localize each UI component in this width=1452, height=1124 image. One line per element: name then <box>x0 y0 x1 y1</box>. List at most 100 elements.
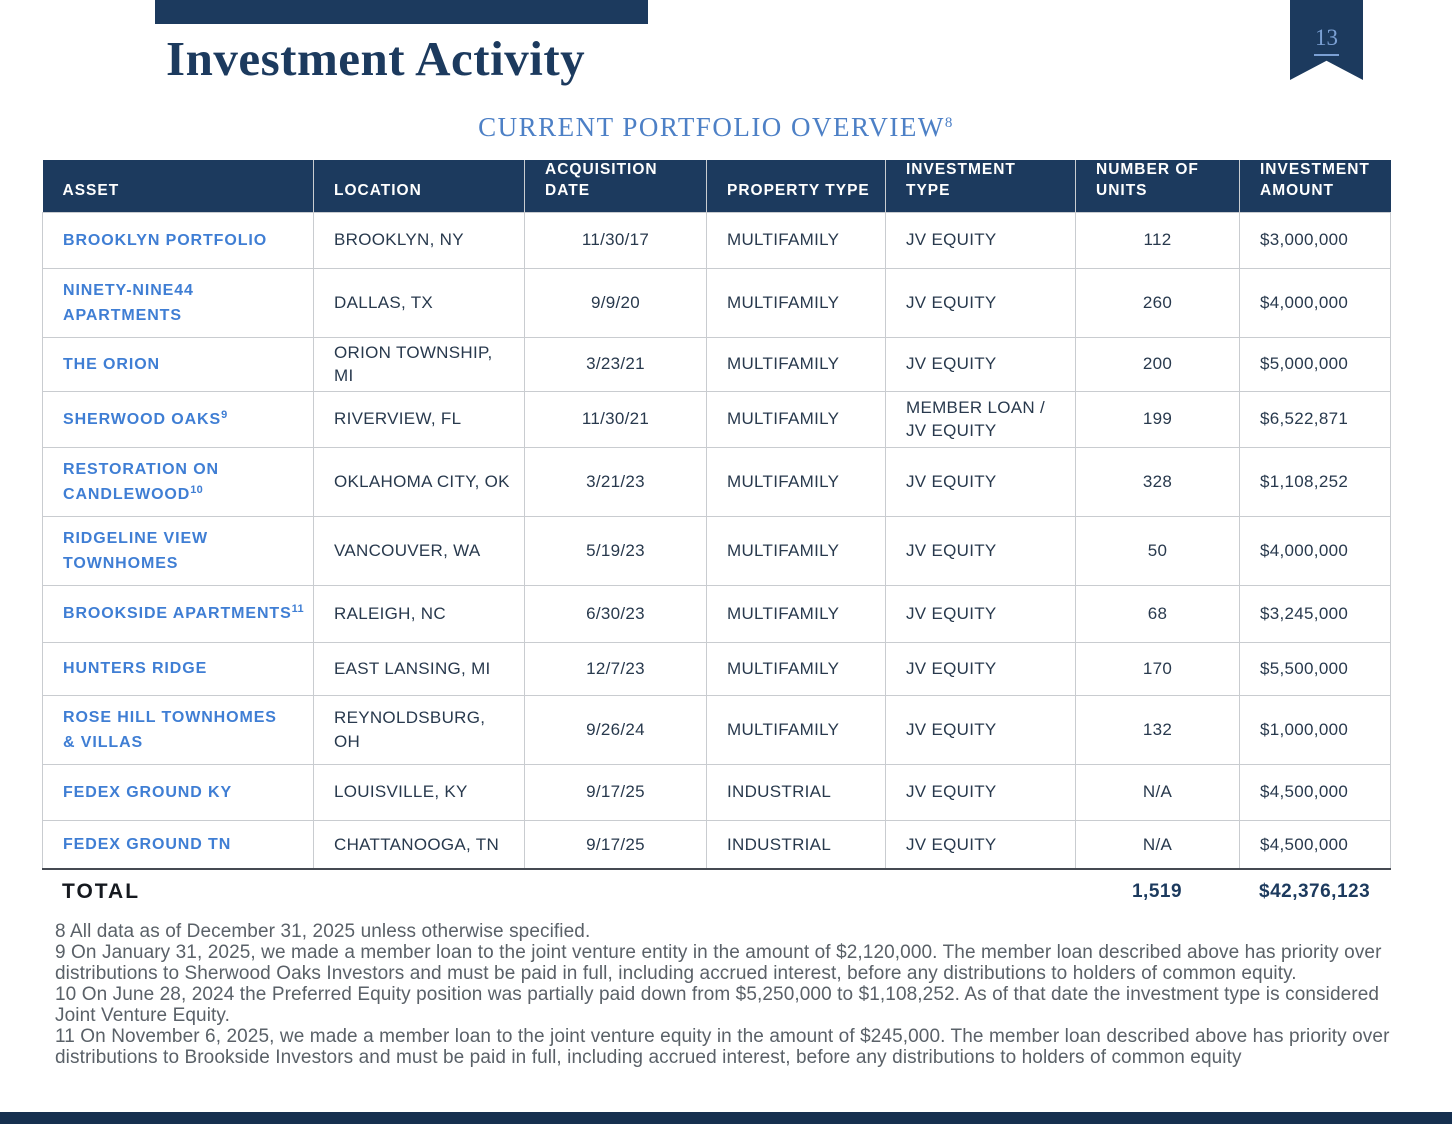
location-cell: EAST LANSING, MI <box>313 641 525 696</box>
investment-type-cell: JV EQUITY <box>885 211 1076 269</box>
total-label: TOTAL <box>62 880 141 903</box>
amount-cell: $1,108,252 <box>1239 446 1391 517</box>
investment-type-cell: JV EQUITY <box>885 819 1076 871</box>
acquisition-date-cell: 9/17/25 <box>524 819 707 871</box>
table-header-row: ASSET LOCATION ACQUISITION DATE PROPERTY… <box>42 160 1391 213</box>
bottom-accent-bar <box>0 1112 1452 1124</box>
investment-type-cell: JV EQUITY <box>885 694 1076 765</box>
table-row: NINETY-NINE44 APARTMENTS DALLAS, TX 9/9/… <box>42 267 1391 338</box>
units-cell: 170 <box>1075 641 1240 696</box>
investment-type-cell: JV EQUITY <box>885 584 1076 643</box>
total-amount: $42,376,123 <box>1259 881 1371 902</box>
amount-cell: $5,500,000 <box>1239 641 1391 696</box>
table-row: RIDGELINE VIEW TOWNHOMES VANCOUVER, WA 5… <box>42 515 1391 586</box>
column-header-acquisition-date: ACQUISITION DATE <box>524 160 707 213</box>
asset-name: RIDGELINE VIEW TOWNHOMES <box>63 529 209 572</box>
portfolio-table: ASSET LOCATION ACQUISITION DATE PROPERTY… <box>42 160 1391 871</box>
column-header-location: LOCATION <box>313 160 525 213</box>
location-cell: OKLAHOMA CITY, OK <box>313 446 525 517</box>
asset-cell: ROSE HILL TOWNHOMES & VILLAS <box>42 694 314 765</box>
table-header: ASSET LOCATION ACQUISITION DATE PROPERTY… <box>42 160 1391 213</box>
asset-cell: SHERWOOD OAKS9 <box>42 390 314 448</box>
table-row: THE ORION ORION TOWNSHIP, MI 3/23/21 MUL… <box>42 336 1391 392</box>
units-cell: 68 <box>1075 584 1240 643</box>
investment-type-cell: JV EQUITY <box>885 267 1076 338</box>
units-cell: 112 <box>1075 211 1240 269</box>
footnote: 8 All data as of December 31, 2025 unles… <box>55 921 591 942</box>
location-cell: ORION TOWNSHIP, MI <box>313 336 525 392</box>
investment-type-cell: MEMBER LOAN / JV EQUITY <box>885 390 1076 448</box>
units-cell: 328 <box>1075 446 1240 517</box>
amount-cell: $4,000,000 <box>1239 515 1391 586</box>
amount-cell: $4,500,000 <box>1239 763 1391 821</box>
acquisition-date-cell: 12/7/23 <box>524 641 707 696</box>
asset-cell: BROOKLYN PORTFOLIO <box>42 211 314 269</box>
page-title: Investment Activity <box>166 31 586 86</box>
section-subtitle: CURRENT PORTFOLIO OVERVIEW8 <box>478 112 954 142</box>
acquisition-date-cell: 9/9/20 <box>524 267 707 338</box>
table-body: BROOKLYN PORTFOLIO BROOKLYN, NY 11/30/17… <box>42 211 1391 871</box>
total-row: TOTAL 1,519 $42,376,123 <box>42 869 1390 915</box>
location-cell: LOUISVILLE, KY <box>313 763 525 821</box>
amount-cell: $3,000,000 <box>1239 211 1391 269</box>
amount-cell: $4,000,000 <box>1239 267 1391 338</box>
footnote: 10 On June 28, 2024 the Preferred Equity… <box>55 984 1380 1026</box>
acquisition-date-cell: 9/17/25 <box>524 763 707 821</box>
investment-type-cell: JV EQUITY <box>885 763 1076 821</box>
asset-cell: THE ORION <box>42 336 314 392</box>
column-header-investment-type: INVESTMENT TYPE <box>885 160 1076 213</box>
acquisition-date-cell: 11/30/21 <box>524 390 707 448</box>
units-cell: 50 <box>1075 515 1240 586</box>
table-row: BROOKSIDE APARTMENTS11 RALEIGH, NC 6/30/… <box>42 584 1391 643</box>
units-cell: 199 <box>1075 390 1240 448</box>
investment-type-cell: JV EQUITY <box>885 515 1076 586</box>
table-row: RESTORATION ON CANDLEWOOD10 OKLAHOMA CIT… <box>42 446 1391 517</box>
units-cell: N/A <box>1075 763 1240 821</box>
table-row: ROSE HILL TOWNHOMES & VILLAS REYNOLDSBUR… <box>42 694 1391 765</box>
units-cell: 200 <box>1075 336 1240 392</box>
property-type-cell: MULTIFAMILY <box>706 694 886 765</box>
property-type-cell: MULTIFAMILY <box>706 267 886 338</box>
units-cell: 132 <box>1075 694 1240 765</box>
footnote: 9 On January 31, 2025, we made a member … <box>55 942 1382 984</box>
page-number: 13 <box>1314 25 1339 56</box>
asset-footnote-ref: 11 <box>291 603 304 616</box>
units-cell: 260 <box>1075 267 1240 338</box>
property-type-cell: MULTIFAMILY <box>706 641 886 696</box>
asset-cell: NINETY-NINE44 APARTMENTS <box>42 267 314 338</box>
acquisition-date-cell: 9/26/24 <box>524 694 707 765</box>
asset-name: NINETY-NINE44 APARTMENTS <box>63 281 194 324</box>
asset-cell: HUNTERS RIDGE <box>42 641 314 696</box>
asset-cell: FEDEX GROUND TN <box>42 819 314 871</box>
asset-name: BROOKLYN PORTFOLIO <box>63 231 268 249</box>
location-cell: VANCOUVER, WA <box>313 515 525 586</box>
property-type-cell: MULTIFAMILY <box>706 336 886 392</box>
asset-cell: RESTORATION ON CANDLEWOOD10 <box>42 446 314 517</box>
column-header-property-type: PROPERTY TYPE <box>706 160 886 213</box>
asset-cell: RIDGELINE VIEW TOWNHOMES <box>42 515 314 586</box>
property-type-cell: MULTIFAMILY <box>706 446 886 517</box>
asset-name: THE ORION <box>63 355 160 373</box>
amount-cell: $6,522,871 <box>1239 390 1391 448</box>
location-cell: RIVERVIEW, FL <box>313 390 525 448</box>
section-subtitle-text: CURRENT PORTFOLIO OVERVIEW <box>478 112 945 142</box>
asset-name: HUNTERS RIDGE <box>63 660 208 678</box>
location-cell: CHATTANOOGA, TN <box>313 819 525 871</box>
top-accent-bar <box>155 0 648 24</box>
footnote: 11 On November 6, 2025, we made a member… <box>55 1026 1390 1068</box>
footnotes: 8 All data as of December 31, 2025 unles… <box>55 921 1407 1068</box>
investment-type-cell: JV EQUITY <box>885 336 1076 392</box>
asset-footnote-ref: 9 <box>221 408 228 421</box>
total-units: 1,519 <box>1131 881 1183 902</box>
amount-cell: $3,245,000 <box>1239 584 1391 643</box>
property-type-cell: MULTIFAMILY <box>706 211 886 269</box>
asset-name: SHERWOOD OAKS <box>63 410 222 428</box>
amount-cell: $5,000,000 <box>1239 336 1391 392</box>
amount-cell: $4,500,000 <box>1239 819 1391 871</box>
property-type-cell: INDUSTRIAL <box>706 763 886 821</box>
units-cell: N/A <box>1075 819 1240 871</box>
property-type-cell: MULTIFAMILY <box>706 390 886 448</box>
subtitle-footnote-ref: 8 <box>944 115 954 131</box>
location-cell: REYNOLDSBURG, OH <box>313 694 525 765</box>
